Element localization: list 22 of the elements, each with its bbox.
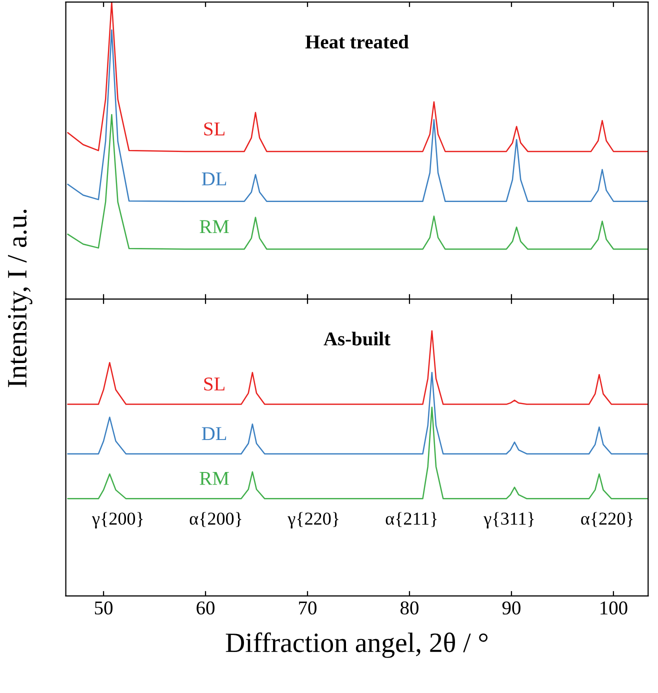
annotation: γ{311} bbox=[484, 512, 534, 528]
x-tick-label: 80 bbox=[400, 601, 418, 615]
x-tick-label: 50 bbox=[94, 601, 113, 615]
annotation: α{220} bbox=[581, 512, 633, 528]
chart-title: As-built bbox=[324, 332, 390, 346]
series-label: DL bbox=[202, 427, 226, 440]
y-axis-title: Intensity, I / a.u. bbox=[8, 210, 32, 388]
series-label: DL bbox=[202, 172, 226, 186]
x-tick-label: 90 bbox=[502, 601, 520, 615]
annotation: α{200} bbox=[190, 512, 242, 528]
annotation: α{211} bbox=[386, 512, 437, 528]
annotation: γ{200} bbox=[92, 512, 143, 528]
annotation: γ{220} bbox=[288, 512, 338, 528]
series-label: RM bbox=[200, 472, 229, 485]
text: Heat treated bbox=[305, 34, 409, 49]
series-label: SL bbox=[204, 122, 224, 136]
x-tick-label: 100 bbox=[600, 601, 628, 615]
series-label: SL bbox=[204, 378, 224, 391]
x-axis-title: Diffraction angel, 2θ / ° bbox=[226, 632, 488, 658]
x-tick-label: 70 bbox=[299, 601, 316, 615]
x-tick-label: 60 bbox=[196, 601, 214, 615]
series-label: RM bbox=[200, 220, 229, 234]
